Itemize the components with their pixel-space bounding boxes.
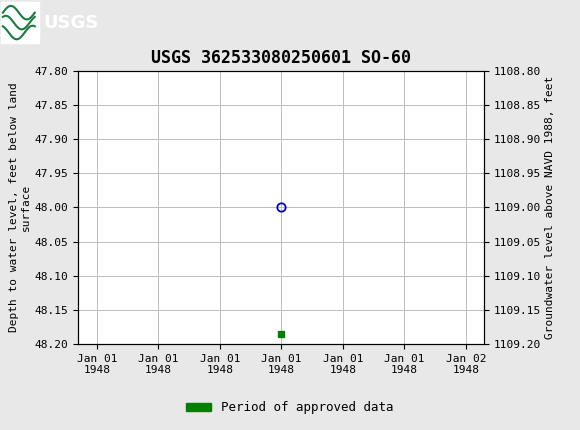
Y-axis label: Groundwater level above NAVD 1988, feet: Groundwater level above NAVD 1988, feet (545, 76, 556, 339)
Text: USGS: USGS (44, 14, 99, 31)
Legend: Period of approved data: Period of approved data (181, 396, 399, 419)
Bar (1, 2, 39, 43)
Y-axis label: Depth to water level, feet below land
surface: Depth to water level, feet below land su… (9, 83, 31, 332)
Title: USGS 362533080250601 SO-60: USGS 362533080250601 SO-60 (151, 49, 411, 67)
